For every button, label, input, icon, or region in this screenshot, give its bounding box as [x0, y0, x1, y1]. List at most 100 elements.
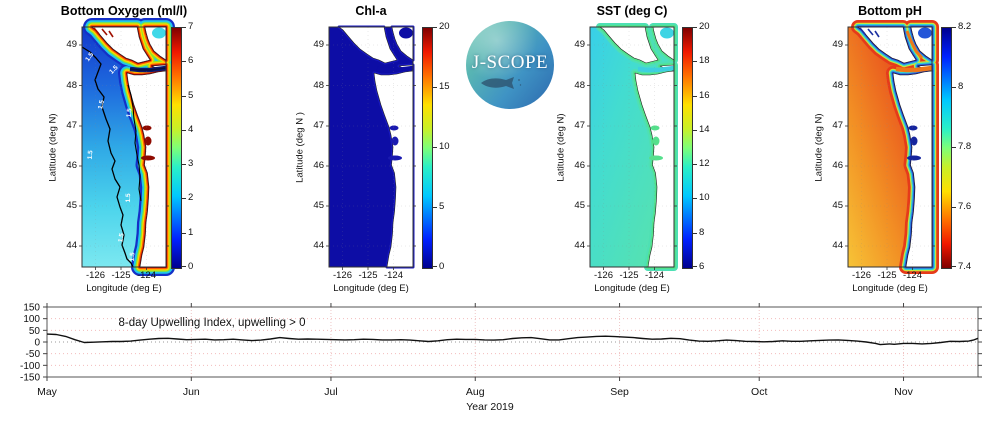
strait-water — [376, 65, 414, 73]
panel-title-sst: SST (deg C) — [596, 4, 668, 18]
colorbar-tickmark — [952, 87, 956, 88]
colorbar-tick-label: 0 — [439, 261, 445, 272]
lat-tick-label: 49 — [313, 39, 324, 50]
chl-a-map — [326, 25, 416, 270]
axis-ticks — [845, 44, 935, 270]
colorbar-tickmark — [433, 266, 437, 267]
lat-tick-label: 45 — [574, 200, 585, 211]
colorbar-tick-label: 5 — [439, 201, 445, 212]
lat-tick-label: 46 — [832, 160, 843, 171]
colorbar-tick-label: 3 — [188, 158, 194, 170]
chart-month-label: Jun — [183, 386, 200, 398]
strait-water — [895, 65, 933, 73]
colorbar-tick-label: 8 — [699, 226, 705, 238]
lat-tick-label: 48 — [832, 79, 843, 91]
lon-tick-label: -125 — [111, 270, 131, 281]
logo-text: J-SCOPE — [471, 52, 549, 73]
bottom-oxygen-map: 1.5 1.5 1.5 1.5 1.5 1.5 1.5 1.5 — [79, 18, 175, 276]
chart-month-label: Jul — [324, 386, 337, 398]
colorbar-tick-label: 7.4 — [958, 261, 972, 272]
map-frame — [847, 26, 933, 268]
land — [91, 26, 167, 268]
colorbar-tickmark — [182, 27, 186, 28]
map-frame — [328, 26, 414, 268]
lat-tick-label: 47 — [66, 120, 77, 131]
colorbar-tickmark — [693, 129, 697, 131]
map-frame — [81, 26, 167, 268]
chart-y-tick-label: 150 — [23, 303, 40, 314]
fjord-inlet — [859, 27, 866, 35]
ylabel-bottom-oxygen: Latitude (deg N) — [47, 113, 59, 182]
colorbar-tick-label: 0 — [188, 261, 194, 272]
sst-colorbar — [682, 27, 693, 269]
contour-1-5 — [81, 46, 134, 268]
colorbar-tickmark — [433, 27, 437, 28]
ylabel-chl-a: Latitude (deg N ) — [294, 112, 306, 183]
colorbar-tickmark — [182, 198, 186, 200]
lon-tick-label: -126 — [332, 270, 352, 281]
colorbar-tick-label: 16 — [699, 89, 710, 101]
colorbar-tick-label: 12 — [699, 158, 710, 170]
lat-tick-label: 45 — [832, 200, 843, 211]
corner-water — [152, 27, 166, 39]
lat-tick-label: 45 — [66, 200, 77, 211]
colorbar-tickmark — [433, 207, 437, 208]
colorbar-tick-label: 18 — [699, 55, 710, 67]
axis-ticks — [79, 44, 169, 270]
chart-month-label: Oct — [751, 386, 767, 398]
bottom-ph-colorbar — [941, 27, 952, 269]
lat-tick-label: 49 — [66, 39, 77, 50]
colorbar-tick-label: 6 — [188, 55, 194, 67]
colorbar-tickmark — [693, 95, 697, 97]
chart-month-label: Nov — [894, 386, 913, 398]
contour-label: 1.5 — [97, 99, 106, 110]
lat-tick-label: 49 — [574, 39, 585, 50]
colorbar-tickmark — [433, 147, 437, 148]
colorbar-tickmark — [182, 129, 186, 131]
lon-tick-label: -124 — [902, 270, 922, 281]
lat-tick-label: 47 — [313, 120, 324, 131]
colorbar-tick-label: 7.6 — [958, 201, 972, 212]
estuaries — [388, 125, 402, 161]
lat-tick-label: 46 — [66, 160, 77, 171]
fjord-inlet — [101, 28, 108, 36]
chart-month-label: Aug — [466, 386, 485, 398]
bottom-oxygen-colorbar — [171, 27, 182, 269]
lat-tick-label: 47 — [832, 120, 843, 131]
colorbar-tickmark — [952, 266, 956, 267]
fjord-inlet — [108, 30, 114, 38]
chart-y-tick-label: 100 — [23, 314, 40, 325]
lon-tick-label: -125 — [358, 270, 378, 281]
lat-tick-label: 48 — [574, 79, 585, 91]
colorbar-tick-label: 5 — [188, 89, 194, 101]
lat-tick-label: 44 — [66, 240, 77, 251]
graticule — [590, 27, 674, 267]
lon-tick-label: -126 — [85, 270, 105, 281]
colorbar-tickmark — [182, 95, 186, 97]
graticule — [82, 27, 166, 267]
estuaries — [907, 125, 921, 161]
axis-ticks — [587, 44, 677, 270]
contour-label: 1.5 — [117, 232, 126, 242]
fish-icon — [481, 77, 522, 89]
colorbar-tick-label: 7 — [188, 21, 194, 32]
contour-label: 1.5 — [129, 252, 137, 262]
lat-tick-label: 44 — [574, 240, 585, 251]
colorbar-tickmark — [182, 61, 186, 63]
colorbar-tick-label: 4 — [188, 123, 194, 135]
lat-tick-label: 46 — [313, 160, 324, 171]
colorbar-tickmark — [693, 61, 697, 63]
corner-water — [918, 27, 932, 39]
estuaries — [141, 125, 155, 161]
strait-water — [637, 65, 675, 73]
graticule — [329, 27, 413, 267]
ylabel-bottom-ph: Latitude (deg N) — [813, 113, 825, 182]
colorbar-tick-label: 8 — [958, 81, 964, 92]
colorbar-tickmark — [693, 198, 697, 200]
contour-label: 1.5 — [84, 51, 95, 63]
colorbar-tick-label: 15 — [439, 81, 450, 92]
colorbar-tick-label: 14 — [699, 123, 710, 135]
fjord-inlet — [867, 28, 874, 36]
